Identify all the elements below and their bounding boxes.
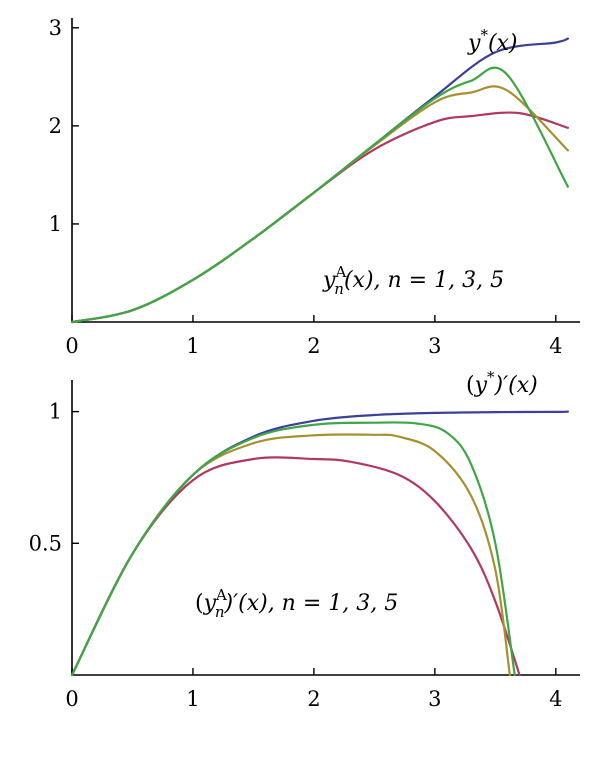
exact-solution-label: y*(x) xyxy=(467,26,518,56)
chart-bottom: 0 1 2 3 4 0.5 1 (y*)′(x) (yA n)′(x), n = 1, 3, 5 xyxy=(29,370,580,711)
y-tick-label: 2 xyxy=(49,114,62,138)
x-tick-label: 2 xyxy=(307,334,320,358)
series-line-3 xyxy=(70,421,516,677)
x-tick-label: 4 xyxy=(549,687,562,711)
exact-solution-label: (y*)′(x) xyxy=(466,370,538,398)
x-tick-label: 1 xyxy=(186,687,199,711)
x-tick-label: 0 xyxy=(65,687,78,711)
y-tick-label: 3 xyxy=(49,16,62,40)
x-tick-label: 1 xyxy=(186,334,199,358)
x-tick-label: 3 xyxy=(428,687,441,711)
chart-top: 0 1 2 3 4 1 2 3 y*(x) yA n(x), n = 1, 3, 5 xyxy=(49,16,580,358)
x-tick-label: 4 xyxy=(549,334,562,358)
series-line-2 xyxy=(70,433,511,677)
series-line-1 xyxy=(70,456,521,677)
series-line-3 xyxy=(70,66,569,324)
x-tick-label: 3 xyxy=(428,334,441,358)
series-line-0 xyxy=(70,410,569,677)
y-tick-label: 1 xyxy=(49,400,62,424)
x-tick-label: 2 xyxy=(307,687,320,711)
y-tick-label: 0.5 xyxy=(29,531,62,555)
x-tick-label: 0 xyxy=(65,334,78,358)
approximation-label: (yA n)′(x), n = 1, 3, 5 xyxy=(195,586,398,621)
approximation-label: yA n(x), n = 1, 3, 5 xyxy=(322,263,504,298)
y-tick-label: 1 xyxy=(49,212,62,236)
